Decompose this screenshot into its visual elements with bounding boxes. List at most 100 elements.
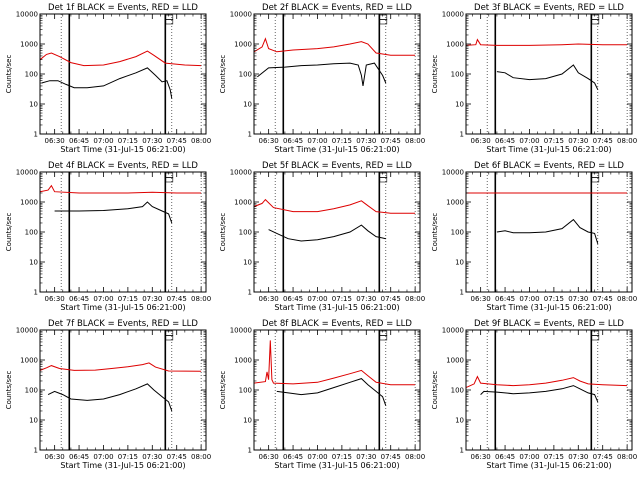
plot-frame [253, 13, 421, 135]
x-tick-label: 06:30 [471, 453, 491, 461]
events-series-line [276, 378, 387, 406]
x-tick-label: 07:00 [93, 137, 113, 145]
detector-panel: Det 5f BLACK = Events, RED = LLD Counts/s… [219, 161, 425, 312]
y-tick-label: 1 [34, 289, 38, 297]
y-axis-label: Counts/sec [219, 213, 227, 252]
x-axis-label: Start Time (31-Jul-15 06:21:00) [486, 145, 611, 154]
events-series-line [496, 218, 599, 245]
detector-panel: Det 8f BLACK = Events, RED = LLD Counts/s… [219, 319, 425, 470]
detector-panel: Det 7f BLACK = Events, RED = LLD Counts/s… [5, 319, 211, 470]
x-tick-label: 06:30 [259, 295, 279, 303]
lld-series-line [39, 184, 202, 194]
y-axis-label: Counts/sec [5, 213, 13, 252]
y-tick-label: 1 [34, 447, 38, 455]
events-series-line [268, 224, 386, 242]
flag-box [591, 335, 600, 341]
y-tick-label: 1000 [234, 199, 252, 207]
x-tick-label: 08:00 [617, 295, 637, 303]
panel-title: Det 3f BLACK = Events, RED = LLD [474, 3, 624, 13]
y-tick-label: 10 [243, 259, 252, 267]
x-axis-label: Start Time (31-Jul-15 06:21:00) [60, 303, 185, 312]
y-tick-label: 1000 [20, 199, 38, 207]
events-series-line [47, 383, 173, 412]
panel-title: Det 4f BLACK = Events, RED = LLD [48, 161, 198, 171]
x-axis-label: Start Time (31-Jul-15 06:21:00) [274, 461, 399, 470]
plot-frame [39, 13, 207, 135]
plot-frame [465, 13, 633, 135]
y-tick-label: 100 [25, 387, 38, 395]
y-axis-label: Counts/sec [219, 55, 227, 94]
x-tick-label: 07:30 [568, 453, 588, 461]
y-tick-label: 10000 [230, 169, 252, 177]
y-tick-label: 1 [248, 289, 252, 297]
x-tick-label: 06:45 [283, 295, 303, 303]
y-tick-label: 10000 [442, 169, 464, 177]
x-tick-label: 07:30 [142, 453, 162, 461]
y-tick-label: 10 [29, 101, 38, 109]
x-tick-label: 07:15 [544, 137, 564, 145]
x-tick-label: 08:00 [191, 295, 211, 303]
x-tick-label: 07:45 [381, 453, 401, 461]
x-tick-label: 07:15 [544, 295, 564, 303]
x-tick-label: 07:45 [381, 137, 401, 145]
detector-panel: Det 2f BLACK = Events, RED = LLD Counts/s… [219, 3, 425, 154]
x-tick-label: 07:00 [307, 295, 327, 303]
flag-box [379, 177, 388, 183]
lld-series-line [39, 50, 202, 67]
events-series-line [480, 385, 599, 403]
detector-panel: Det 4f BLACK = Events, RED = LLD Counts/s… [5, 161, 211, 312]
y-tick-label: 100 [451, 229, 464, 237]
x-tick-label: 06:45 [495, 137, 515, 145]
panel-title: Det 8f BLACK = Events, RED = LLD [262, 319, 412, 329]
x-tick-label: 07:00 [519, 137, 539, 145]
y-tick-label: 100 [239, 229, 252, 237]
flag-box [165, 335, 174, 341]
plot-frame [253, 329, 421, 451]
detector-panel: Det 1f BLACK = Events, RED = LLD Counts/s… [5, 3, 211, 154]
y-axis-label: Counts/sec [431, 371, 439, 410]
y-tick-label: 10 [29, 259, 38, 267]
lld-series-line [465, 38, 628, 46]
plot-frame [39, 171, 207, 293]
x-tick-label: 07:45 [593, 453, 613, 461]
panel-title: Det 1f BLACK = Events, RED = LLD [48, 3, 198, 13]
x-tick-label: 08:00 [617, 137, 637, 145]
y-tick-label: 1 [460, 289, 464, 297]
x-tick-label: 07:15 [544, 453, 564, 461]
panel-title: Det 6f BLACK = Events, RED = LLD [474, 161, 624, 171]
y-tick-label: 10 [455, 101, 464, 109]
x-tick-label: 08:00 [617, 453, 637, 461]
lld-series-line [253, 340, 416, 386]
y-tick-label: 10 [243, 101, 252, 109]
x-tick-label: 07:15 [332, 137, 352, 145]
x-tick-label: 06:45 [283, 453, 303, 461]
x-tick-label: 06:45 [495, 295, 515, 303]
flag-box [379, 335, 388, 341]
y-tick-label: 10000 [16, 169, 38, 177]
y-axis-label: Counts/sec [5, 55, 13, 94]
x-tick-label: 08:00 [191, 453, 211, 461]
x-tick-label: 07:00 [93, 295, 113, 303]
y-tick-label: 10000 [16, 11, 38, 19]
x-axis-label: Start Time (31-Jul-15 06:21:00) [274, 303, 399, 312]
plot-frame [39, 329, 207, 451]
y-tick-label: 1 [248, 447, 252, 455]
x-tick-label: 07:45 [167, 453, 187, 461]
y-tick-label: 10000 [230, 11, 252, 19]
x-tick-label: 07:30 [356, 295, 376, 303]
y-tick-label: 100 [451, 387, 464, 395]
x-tick-label: 06:30 [259, 137, 279, 145]
y-tick-label: 10 [243, 417, 252, 425]
y-tick-label: 1000 [234, 357, 252, 365]
y-tick-label: 100 [239, 387, 252, 395]
y-tick-label: 1000 [446, 357, 464, 365]
lld-series-line [39, 362, 202, 372]
x-axis-label: Start Time (31-Jul-15 06:21:00) [486, 303, 611, 312]
y-axis-label: Counts/sec [5, 371, 13, 410]
flag-box [165, 177, 174, 183]
x-tick-label: 08:00 [405, 453, 425, 461]
events-series-line [41, 67, 173, 99]
x-tick-label: 06:30 [45, 453, 65, 461]
y-tick-label: 100 [25, 71, 38, 79]
